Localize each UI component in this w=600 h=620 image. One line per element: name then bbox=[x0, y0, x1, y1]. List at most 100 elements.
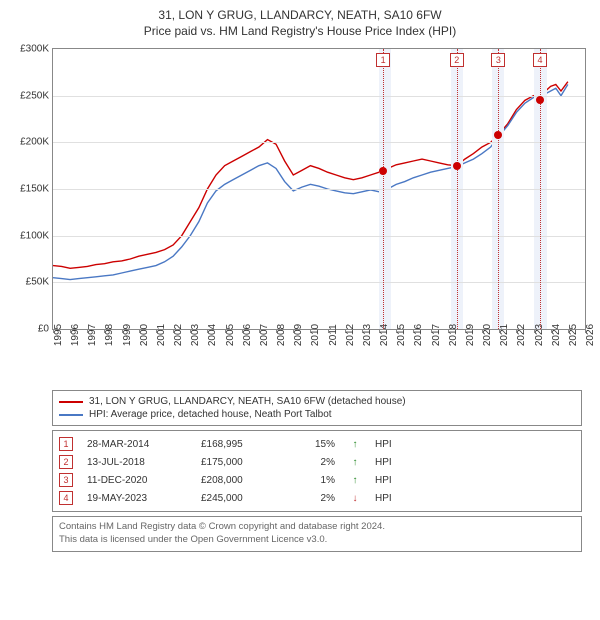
y-tick-label: £150K bbox=[20, 184, 49, 195]
sales-price: £245,000 bbox=[201, 493, 281, 504]
sales-arrow-icon: ↓ bbox=[349, 493, 361, 504]
x-tick-label: 2009 bbox=[293, 324, 304, 346]
sales-table: 1 28-MAR-2014 £168,995 15% ↑ HPI 2 13-JUL-2018 £… bbox=[52, 430, 582, 512]
sales-date: 11-DEC-2020 bbox=[87, 475, 187, 486]
series-line bbox=[53, 84, 568, 279]
x-tick-label: 2001 bbox=[156, 324, 167, 346]
sales-price: £168,995 bbox=[201, 439, 281, 450]
sales-arrow-icon: ↑ bbox=[349, 457, 361, 468]
x-tick-label: 2017 bbox=[431, 324, 442, 346]
x-tick-label: 2004 bbox=[207, 324, 218, 346]
sale-marker bbox=[536, 96, 544, 104]
x-tick-label: 2024 bbox=[551, 324, 562, 346]
x-tick-label: 2000 bbox=[139, 324, 150, 346]
x-tick-label: 2014 bbox=[379, 324, 390, 346]
sales-hpi-label: HPI bbox=[375, 493, 392, 504]
sales-arrow-icon: ↑ bbox=[349, 439, 361, 450]
sale-note-box: 3 bbox=[491, 53, 505, 67]
sales-pct: 15% bbox=[295, 439, 335, 450]
x-tick-label: 2008 bbox=[276, 324, 287, 346]
sales-row: 1 28-MAR-2014 £168,995 15% ↑ HPI bbox=[59, 435, 575, 453]
legend-label: 31, LON Y GRUG, LLANDARCY, NEATH, SA10 6… bbox=[89, 396, 406, 407]
y-tick-label: £300K bbox=[20, 44, 49, 55]
sale-vline bbox=[540, 49, 541, 329]
x-tick-label: 2007 bbox=[259, 324, 270, 346]
y-tick-label: £250K bbox=[20, 90, 49, 101]
x-tick-label: 2012 bbox=[345, 324, 356, 346]
legend-label: HPI: Average price, detached house, Neat… bbox=[89, 409, 332, 420]
x-tick-label: 2016 bbox=[413, 324, 424, 346]
attribution-line1: Contains HM Land Registry data © Crown c… bbox=[59, 521, 575, 534]
sales-hpi-label: HPI bbox=[375, 457, 392, 468]
y-gridline bbox=[53, 96, 585, 97]
sale-vline bbox=[498, 49, 499, 329]
sales-row: 4 19-MAY-2023 £245,000 2% ↓ HPI bbox=[59, 489, 575, 507]
x-tick-label: 1997 bbox=[87, 324, 98, 346]
x-tick-label: 2010 bbox=[310, 324, 321, 346]
sales-row: 2 13-JUL-2018 £175,000 2% ↑ HPI bbox=[59, 453, 575, 471]
x-tick-label: 2020 bbox=[482, 324, 493, 346]
chart-subtitle: Price paid vs. HM Land Registry's House … bbox=[10, 24, 590, 38]
legend-item: HPI: Average price, detached house, Neat… bbox=[59, 408, 575, 421]
sales-arrow-icon: ↑ bbox=[349, 475, 361, 486]
sale-vline bbox=[457, 49, 458, 329]
sales-index-box: 1 bbox=[59, 437, 73, 451]
x-tick-label: 2015 bbox=[396, 324, 407, 346]
sale-note-box: 2 bbox=[450, 53, 464, 67]
sale-marker bbox=[379, 167, 387, 175]
legend-swatch bbox=[59, 401, 83, 403]
x-tick-label: 2002 bbox=[173, 324, 184, 346]
sales-date: 19-MAY-2023 bbox=[87, 493, 187, 504]
sales-pct: 2% bbox=[295, 493, 335, 504]
sale-note-box: 1 bbox=[376, 53, 390, 67]
attribution: Contains HM Land Registry data © Crown c… bbox=[52, 516, 582, 552]
x-tick-label: 2013 bbox=[362, 324, 373, 346]
sales-index-box: 4 bbox=[59, 491, 73, 505]
sales-hpi-label: HPI bbox=[375, 475, 392, 486]
plot-inner: £0£50K£100K£150K£200K£250K£300K199519961… bbox=[52, 48, 586, 330]
sales-price: £175,000 bbox=[201, 457, 281, 468]
sales-index-box: 2 bbox=[59, 455, 73, 469]
chart-title: 31, LON Y GRUG, LLANDARCY, NEATH, SA10 6… bbox=[10, 8, 590, 22]
legend-swatch bbox=[59, 414, 83, 416]
sales-index-box: 3 bbox=[59, 473, 73, 487]
x-tick-label: 2026 bbox=[585, 324, 596, 346]
sales-row: 3 11-DEC-2020 £208,000 1% ↑ HPI bbox=[59, 471, 575, 489]
legend-item: 31, LON Y GRUG, LLANDARCY, NEATH, SA10 6… bbox=[59, 395, 575, 408]
x-tick-label: 2025 bbox=[568, 324, 579, 346]
legend: 31, LON Y GRUG, LLANDARCY, NEATH, SA10 6… bbox=[52, 390, 582, 426]
sales-date: 28-MAR-2014 bbox=[87, 439, 187, 450]
sale-vline bbox=[383, 49, 384, 329]
x-tick-label: 2003 bbox=[190, 324, 201, 346]
sale-marker bbox=[453, 162, 461, 170]
sale-note-box: 4 bbox=[533, 53, 547, 67]
sales-pct: 1% bbox=[295, 475, 335, 486]
sales-price: £208,000 bbox=[201, 475, 281, 486]
y-gridline bbox=[53, 236, 585, 237]
x-tick-label: 1995 bbox=[53, 324, 64, 346]
x-tick-label: 1996 bbox=[70, 324, 81, 346]
x-tick-label: 2019 bbox=[465, 324, 476, 346]
series-line bbox=[53, 82, 568, 269]
y-gridline bbox=[53, 189, 585, 190]
x-tick-label: 2021 bbox=[499, 324, 510, 346]
sales-date: 13-JUL-2018 bbox=[87, 457, 187, 468]
y-tick-label: £200K bbox=[20, 137, 49, 148]
y-tick-label: £100K bbox=[20, 230, 49, 241]
x-tick-label: 1999 bbox=[122, 324, 133, 346]
chart-container: 31, LON Y GRUG, LLANDARCY, NEATH, SA10 6… bbox=[0, 0, 600, 558]
y-tick-label: £50K bbox=[26, 277, 49, 288]
x-tick-label: 2005 bbox=[225, 324, 236, 346]
x-tick-label: 1998 bbox=[104, 324, 115, 346]
sales-pct: 2% bbox=[295, 457, 335, 468]
sales-hpi-label: HPI bbox=[375, 439, 392, 450]
x-tick-label: 2022 bbox=[516, 324, 527, 346]
x-tick-label: 2023 bbox=[534, 324, 545, 346]
y-tick-label: £0 bbox=[38, 324, 49, 335]
sale-marker bbox=[494, 131, 502, 139]
attribution-line2: This data is licensed under the Open Gov… bbox=[59, 534, 575, 547]
x-tick-label: 2006 bbox=[242, 324, 253, 346]
y-gridline bbox=[53, 142, 585, 143]
y-gridline bbox=[53, 282, 585, 283]
x-tick-label: 2011 bbox=[328, 324, 339, 346]
